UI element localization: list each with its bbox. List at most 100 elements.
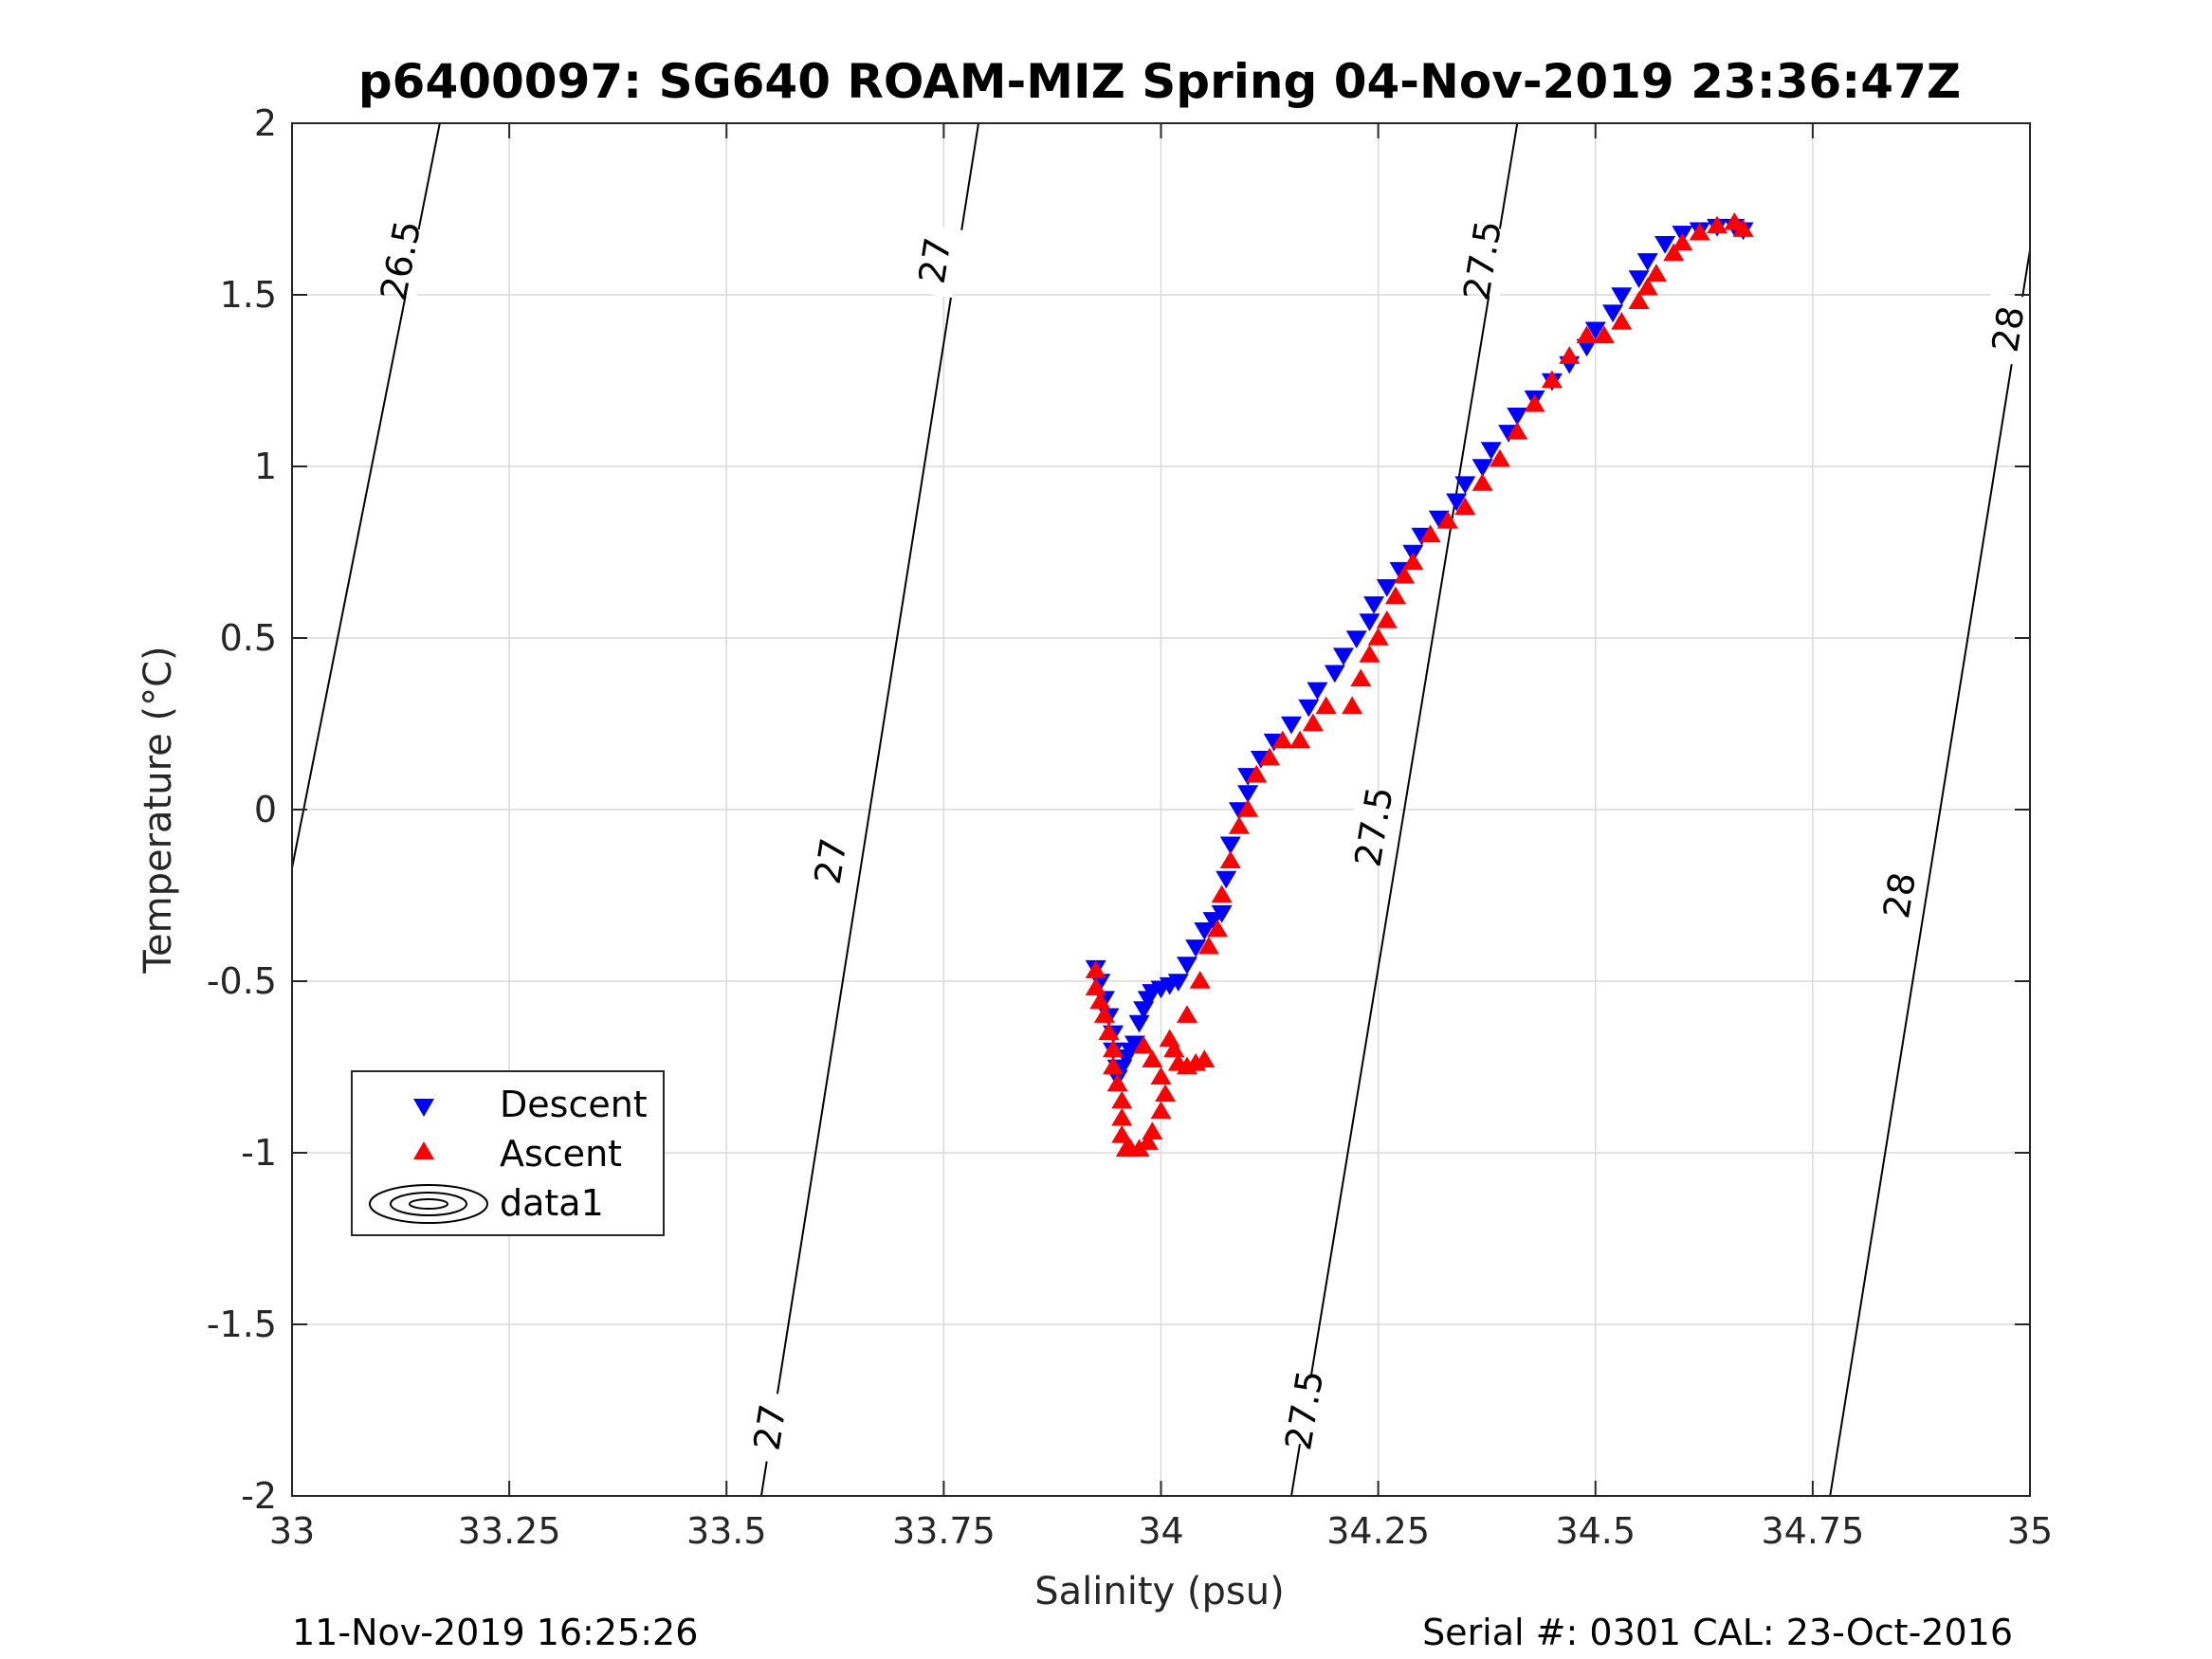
x-tick-label: 34.75 bbox=[1761, 1510, 1864, 1552]
descent-point bbox=[1298, 699, 1320, 718]
ascent-point bbox=[1507, 421, 1528, 440]
descent-point bbox=[1324, 665, 1345, 684]
contour-label-bg bbox=[1980, 291, 2037, 367]
grid-lines bbox=[291, 122, 2031, 1497]
ascent-point bbox=[1098, 1022, 1120, 1040]
ascent-point bbox=[1663, 243, 1685, 262]
ascent-point bbox=[1315, 696, 1337, 715]
x-axis-label: Salinity (psu) bbox=[1034, 1570, 1284, 1613]
ascent-point bbox=[1628, 291, 1650, 309]
ascent-point bbox=[1384, 586, 1406, 605]
ascent-point bbox=[1237, 799, 1259, 817]
x-tick-label: 34 bbox=[1138, 1510, 1183, 1552]
x-tick-label: 33.75 bbox=[892, 1510, 996, 1552]
ascent-point bbox=[1111, 1107, 1133, 1126]
ascent-point bbox=[1142, 1049, 1163, 1067]
ascent-point bbox=[1106, 1073, 1128, 1092]
ascent-point bbox=[1636, 277, 1658, 296]
ascent-point bbox=[1342, 696, 1363, 715]
ascent-point bbox=[1207, 919, 1229, 938]
x-tick-label: 34.25 bbox=[1326, 1510, 1430, 1552]
contour-label-bg bbox=[906, 223, 963, 299]
descent-point bbox=[1128, 1014, 1150, 1033]
y-tick-label: 2 bbox=[254, 102, 277, 144]
legend-box bbox=[351, 1070, 665, 1236]
contour-line bbox=[759, 123, 980, 1496]
ascent-point bbox=[1672, 232, 1693, 251]
ascent-point bbox=[1155, 1084, 1177, 1103]
ascent-point bbox=[1359, 645, 1380, 663]
ascent-point bbox=[1707, 215, 1728, 234]
footer-serial-cal: Serial #: 0301 CAL: 23-Oct-2016 bbox=[1422, 1612, 2013, 1653]
descent-point bbox=[1454, 476, 1476, 495]
ascent-point bbox=[1085, 977, 1106, 995]
contour-label: 27.5 bbox=[1277, 1367, 1331, 1453]
contour-label-bg bbox=[372, 222, 430, 299]
descent-point bbox=[1446, 493, 1468, 512]
x-tick-label: 34.5 bbox=[1555, 1510, 1636, 1552]
ascent-point bbox=[1559, 346, 1581, 364]
y-tick-label: 0 bbox=[254, 789, 277, 830]
descent-point bbox=[1654, 236, 1676, 254]
ascent-point bbox=[1133, 1035, 1155, 1054]
ascent-point bbox=[1142, 1121, 1163, 1139]
y-tick-label: 0.5 bbox=[220, 617, 277, 659]
descent-point bbox=[1507, 408, 1528, 426]
descent-point bbox=[1237, 785, 1259, 803]
ascent-point bbox=[1454, 497, 1476, 516]
legend-contour-icon bbox=[369, 1184, 488, 1224]
y-axis-label: Temperature (°C) bbox=[137, 646, 180, 974]
ascent-point bbox=[1576, 325, 1598, 344]
ascent-point bbox=[1593, 325, 1615, 344]
descent-point bbox=[1124, 1035, 1146, 1054]
descent-point bbox=[1307, 682, 1328, 701]
descent-point bbox=[1332, 647, 1354, 666]
descent-point bbox=[1089, 974, 1111, 992]
y-tick-label: -1 bbox=[241, 1132, 277, 1174]
data-points bbox=[1085, 211, 1754, 1158]
ascent-point bbox=[1103, 1056, 1124, 1075]
ascent-point bbox=[1402, 552, 1424, 571]
ascent-point bbox=[1228, 816, 1250, 834]
contour-label-bg bbox=[1345, 789, 1402, 865]
contour-line bbox=[1289, 123, 1519, 1496]
ascent-point bbox=[1489, 448, 1510, 467]
ascent-point bbox=[1259, 747, 1281, 766]
descent-point bbox=[1167, 974, 1189, 992]
contour-label: 27.5 bbox=[1455, 217, 1509, 303]
descent-point bbox=[1185, 939, 1207, 957]
ascent-point bbox=[1211, 884, 1233, 903]
ascent-point bbox=[1524, 393, 1545, 412]
y-tick-label: -2 bbox=[241, 1475, 277, 1517]
ascent-point bbox=[1159, 1029, 1180, 1048]
contour-label-bg bbox=[1276, 1373, 1333, 1448]
ascent-point bbox=[1103, 1039, 1124, 1058]
contour-label-bg bbox=[1872, 858, 1928, 933]
contour-label: 27 bbox=[746, 1401, 795, 1453]
contour-label: 28 bbox=[1984, 303, 2033, 356]
y-tick-label: 1.5 bbox=[220, 274, 277, 316]
ascent-point bbox=[1219, 850, 1241, 868]
legend-ascent-marker bbox=[413, 1141, 434, 1159]
ascent-point bbox=[1436, 510, 1458, 529]
descent-point bbox=[1216, 870, 1237, 889]
descent-point bbox=[1584, 321, 1606, 340]
ascent-point bbox=[1150, 1066, 1172, 1085]
descent-point bbox=[1363, 596, 1385, 614]
ascent-point bbox=[1189, 971, 1211, 989]
ascent-point bbox=[1472, 473, 1493, 491]
contour-label-bg bbox=[741, 1390, 798, 1465]
x-tick-label: 33.25 bbox=[458, 1510, 561, 1552]
descent-point bbox=[1376, 579, 1398, 597]
ascent-point bbox=[1197, 936, 1219, 955]
ascent-point bbox=[1289, 730, 1311, 749]
density-contours: 26.5 27 27 27 27.5 27.5 27.5 28 28 bbox=[292, 123, 2037, 1496]
y-tick-label: -1.5 bbox=[207, 1304, 277, 1345]
legend-ascent-label: Ascent bbox=[500, 1133, 622, 1175]
x-tick-label: 33 bbox=[269, 1510, 315, 1552]
descent-point bbox=[1280, 716, 1302, 735]
ascent-point bbox=[1137, 1132, 1159, 1150]
ascent-point bbox=[1194, 1049, 1216, 1067]
descent-point bbox=[1428, 510, 1450, 529]
ascent-point bbox=[1367, 628, 1389, 646]
